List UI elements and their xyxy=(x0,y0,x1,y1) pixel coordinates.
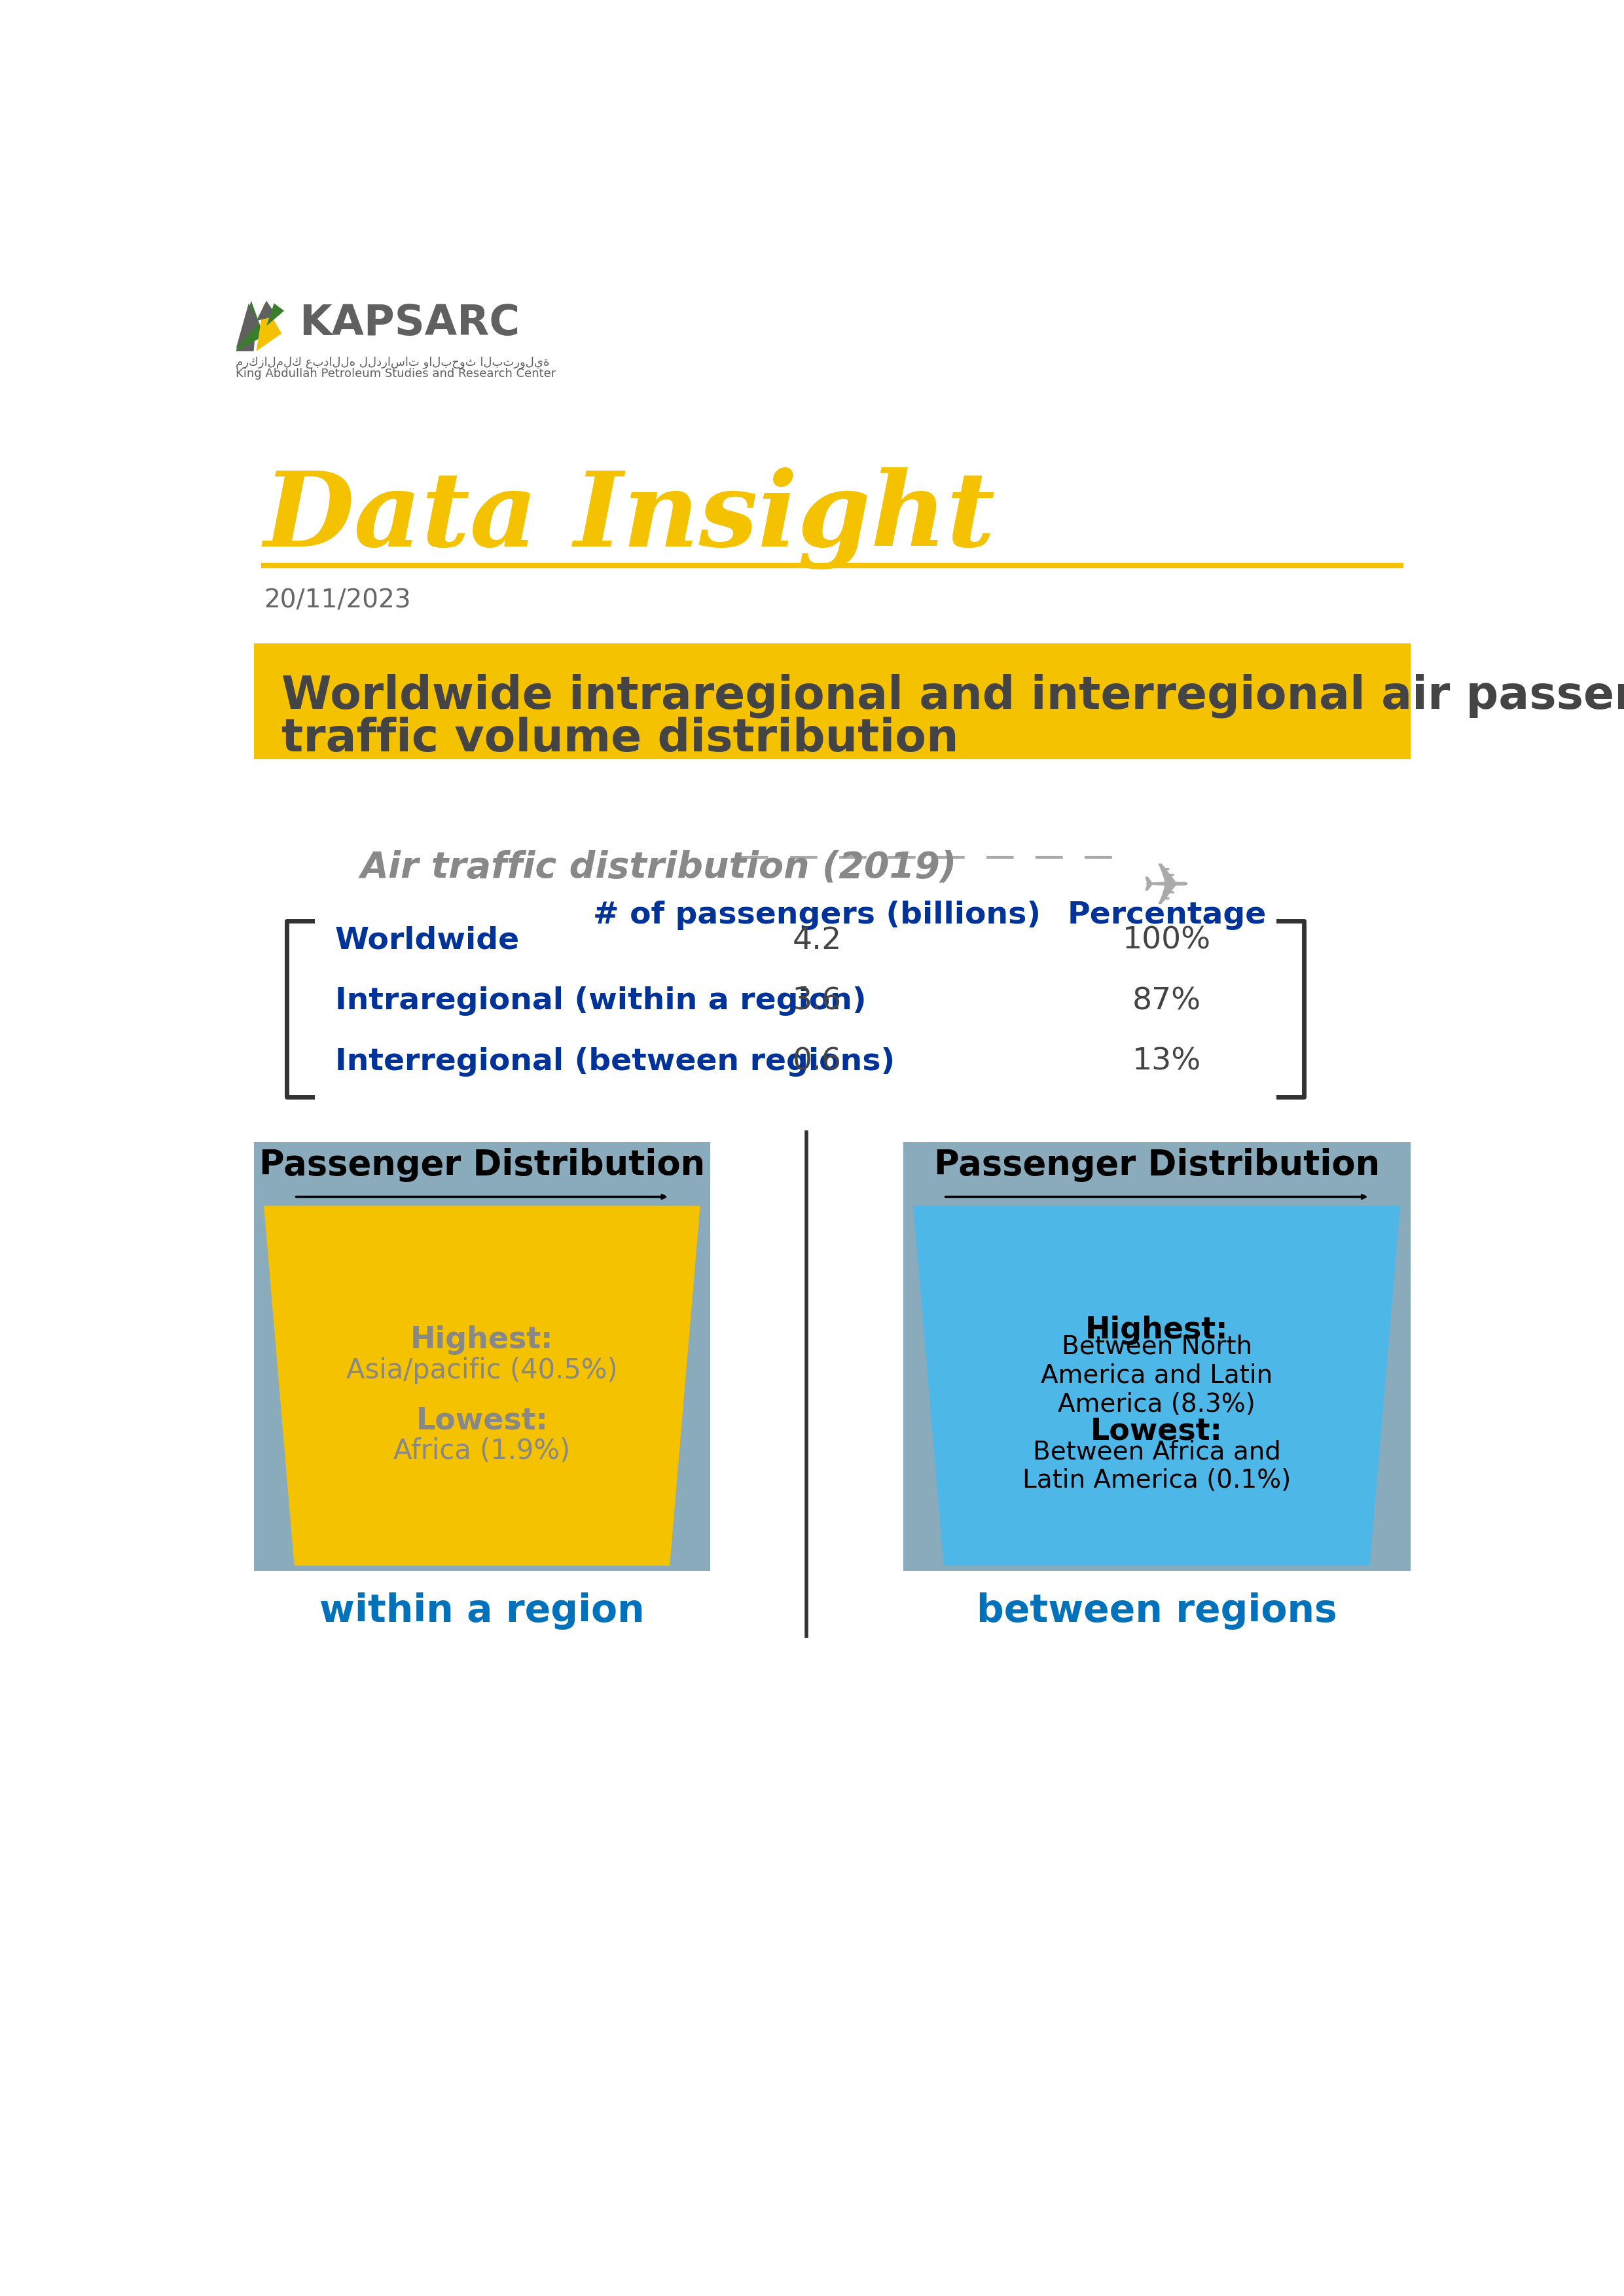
Text: Worldwide: Worldwide xyxy=(335,925,520,955)
FancyBboxPatch shape xyxy=(253,643,1411,760)
Text: Passenger Distribution: Passenger Distribution xyxy=(934,1148,1380,1182)
Polygon shape xyxy=(235,301,263,351)
Text: 13%: 13% xyxy=(1132,1047,1202,1077)
FancyBboxPatch shape xyxy=(903,1143,1410,1570)
Text: مركزالملك عبدالله للدراسات والبحوث البترولية: مركزالملك عبدالله للدراسات والبحوث البتر… xyxy=(235,356,551,367)
Text: between regions: between regions xyxy=(976,1593,1337,1630)
Text: Highest:: Highest: xyxy=(1085,1316,1228,1345)
Polygon shape xyxy=(257,301,276,321)
Text: KAPSARC: KAPSARC xyxy=(299,303,520,344)
Text: Lowest:: Lowest: xyxy=(416,1407,547,1435)
Text: Between North
America and Latin
America (8.3%): Between North America and Latin America … xyxy=(1041,1334,1273,1417)
Text: Between Africa and
Latin America (0.1%): Between Africa and Latin America (0.1%) xyxy=(1023,1440,1291,1492)
Polygon shape xyxy=(913,1205,1400,1566)
Text: Lowest:: Lowest: xyxy=(1091,1417,1223,1446)
Text: ✈: ✈ xyxy=(1142,861,1190,918)
Polygon shape xyxy=(257,303,281,351)
Polygon shape xyxy=(266,303,284,326)
FancyBboxPatch shape xyxy=(253,1143,710,1570)
Polygon shape xyxy=(263,1205,700,1566)
Text: Data Insight: Data Insight xyxy=(263,466,996,569)
Text: within a region: within a region xyxy=(320,1593,645,1630)
Text: Asia/pacific (40.5%): Asia/pacific (40.5%) xyxy=(346,1357,617,1384)
Text: 100%: 100% xyxy=(1122,925,1212,955)
Text: 4.2: 4.2 xyxy=(793,925,841,955)
Text: Intraregional (within a region): Intraregional (within a region) xyxy=(335,987,866,1015)
Text: King Abdullah Petroleum Studies and Research Center: King Abdullah Petroleum Studies and Rese… xyxy=(235,367,557,379)
Text: traffic volume distribution: traffic volume distribution xyxy=(281,716,958,760)
Text: 0.6: 0.6 xyxy=(793,1047,841,1077)
Text: 87%: 87% xyxy=(1132,987,1202,1015)
Text: Passenger Distribution: Passenger Distribution xyxy=(260,1148,705,1182)
Polygon shape xyxy=(235,321,257,351)
Polygon shape xyxy=(235,303,258,349)
Text: # of passengers (billions): # of passengers (billions) xyxy=(593,900,1041,930)
Text: Highest:: Highest: xyxy=(411,1325,554,1355)
Text: 20/11/2023: 20/11/2023 xyxy=(263,588,411,613)
Text: Percentage: Percentage xyxy=(1067,900,1267,930)
Text: Worldwide intraregional and interregional air passenger: Worldwide intraregional and interregiona… xyxy=(281,673,1624,719)
Text: 3.6: 3.6 xyxy=(793,987,841,1015)
Text: Africa (1.9%): Africa (1.9%) xyxy=(393,1437,570,1465)
Text: Interregional (between regions): Interregional (between regions) xyxy=(335,1047,895,1077)
Text: Air traffic distribution (2019): Air traffic distribution (2019) xyxy=(361,850,957,886)
